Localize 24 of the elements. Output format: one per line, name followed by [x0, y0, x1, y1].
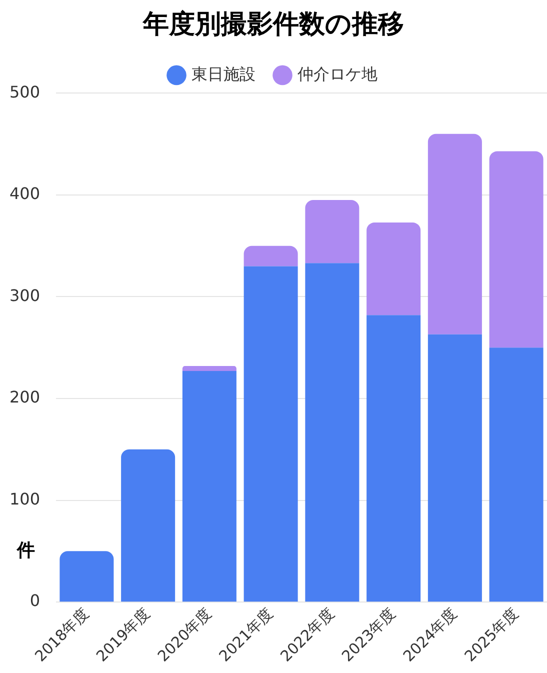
bar	[244, 266, 298, 602]
y-tick-label: 100	[9, 489, 40, 508]
y-tick-label: 500	[9, 82, 40, 102]
bar	[305, 263, 360, 602]
bar	[489, 151, 544, 348]
legend-label: 仲介ロケ地	[298, 64, 378, 84]
bar	[428, 134, 482, 334]
chart-title: 年度別撮影件数の推移	[142, 9, 404, 40]
legend-label: 東日施設	[192, 64, 256, 84]
y-tick-label: 400	[9, 184, 40, 204]
y-tick-label: 0	[30, 591, 40, 610]
y-tick-label: 200	[9, 388, 40, 407]
bar	[60, 551, 114, 602]
y-tick-label: 300	[9, 286, 40, 305]
bar	[366, 315, 421, 602]
bar	[182, 366, 236, 372]
y-axis-title: 件	[16, 540, 35, 561]
bar	[182, 371, 236, 602]
bar	[428, 334, 482, 602]
bar	[489, 348, 544, 602]
bar	[366, 222, 421, 316]
bar	[305, 200, 360, 264]
bar	[121, 449, 176, 602]
bar	[244, 246, 298, 266]
